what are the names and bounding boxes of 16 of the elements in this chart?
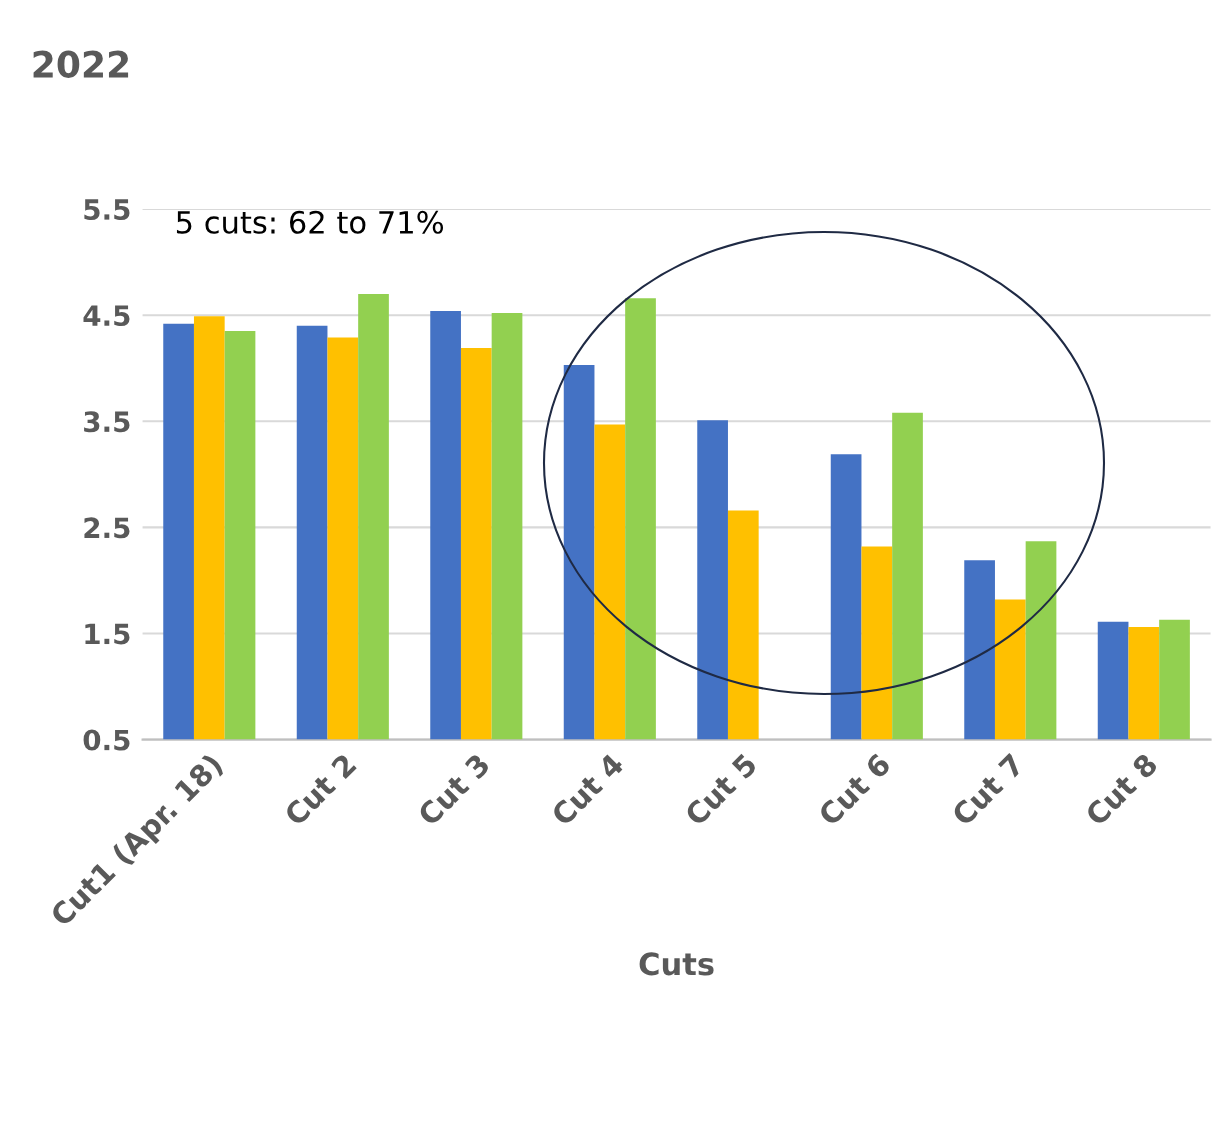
y-tick-label: 0.5 (83, 729, 130, 751)
y-tick-label: 2.5 (84, 517, 130, 539)
y-tick-label: 1.5 (85, 623, 130, 645)
annotation: 5 cuts: 62 to 71% (176, 210, 444, 234)
chart-title: 2022 (33, 50, 129, 78)
x-tick-label: Cut 2 (283, 752, 357, 827)
x-axis-title: Cuts (639, 952, 714, 976)
x-tick-label: Cut 8 (1084, 752, 1159, 827)
y-tick-label: 5.5 (84, 199, 130, 221)
x-tick-label: Cut 5 (683, 752, 758, 827)
x-tick-label: Cut 3 (416, 752, 491, 827)
y-tick-label: 3.5 (84, 411, 130, 433)
x-tick-label: Cut 4 (550, 752, 625, 827)
y-tick-label: 4.5 (83, 305, 130, 327)
x-tick-label: Cut 6 (817, 752, 892, 827)
x-tick-label: Cut 7 (950, 752, 1025, 827)
